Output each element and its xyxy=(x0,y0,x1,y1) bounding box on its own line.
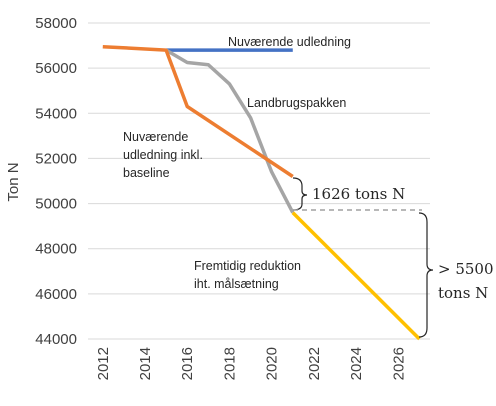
y-axis-label: Ton N xyxy=(5,162,22,201)
x-tick-label: 2016 xyxy=(179,347,196,380)
x-tick-label: 2020 xyxy=(264,347,281,380)
annotation-future-line-2: iht. målsætning xyxy=(194,277,279,291)
y-tick-label: 50000 xyxy=(35,196,77,213)
y-tick-label: 54000 xyxy=(35,105,77,122)
x-tick-labels: 2012 2014 2016 2018 2020 2022 2024 2026 xyxy=(95,347,408,380)
annotation-baseline-line-3: baseline xyxy=(123,166,170,180)
x-tick-label: 2026 xyxy=(390,347,407,380)
annotation-landbrugspakken: Landbrugspakken xyxy=(247,96,346,110)
annotation-gap-5500-line-2: tons N xyxy=(438,284,488,302)
annotation-future-line-1: Fremtidig reduktion xyxy=(194,259,301,273)
annotation-current: Nuværende udledning xyxy=(228,35,351,49)
annotation-gap-1626: 1626 tons N xyxy=(312,185,405,203)
y-tick-label: 46000 xyxy=(35,286,77,303)
series-lines xyxy=(102,44,421,341)
x-tick-label: 2018 xyxy=(221,347,238,380)
annotation-baseline-line-1: Nuværende xyxy=(123,130,188,144)
x-tick-label: 2014 xyxy=(137,347,154,380)
gridlines xyxy=(88,22,430,340)
x-tick-label: 2024 xyxy=(348,347,365,380)
y-tick-label: 56000 xyxy=(35,60,77,77)
gap-bracket-1626 xyxy=(292,177,308,211)
annotation-baseline-line-2: udledning inkl. xyxy=(123,148,203,162)
y-tick-label: 52000 xyxy=(35,150,77,167)
y-tick-labels: 44000 46000 48000 50000 52000 54000 56000 58000 xyxy=(35,15,77,348)
y-tick-label: 48000 xyxy=(35,241,77,258)
x-tick-label: 2022 xyxy=(306,347,323,380)
series-line xyxy=(291,211,421,341)
series-line xyxy=(165,48,295,214)
gap-bracket-5500 xyxy=(418,212,434,338)
series-line xyxy=(102,44,294,178)
annotation-gap-5500-line-1: > 5500 xyxy=(438,260,494,278)
x-tick-label: 2012 xyxy=(95,347,112,380)
y-tick-label: 58000 xyxy=(35,15,77,32)
y-tick-label: 44000 xyxy=(35,331,77,348)
